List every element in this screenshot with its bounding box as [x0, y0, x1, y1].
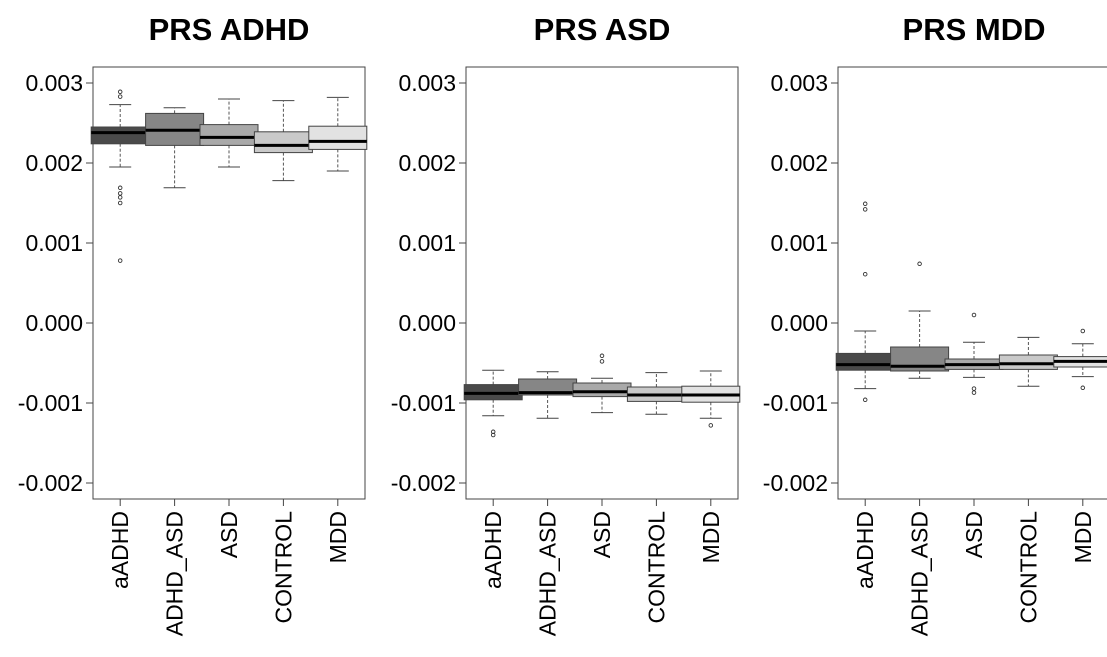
outlier-point [117, 195, 123, 200]
x-category-label: MDD [325, 511, 351, 563]
y-tick-label: 0.001 [25, 230, 83, 256]
y-tick-label: 0.000 [770, 310, 828, 336]
y-tick-label: 0.003 [770, 70, 828, 96]
outlier-point [971, 386, 977, 391]
box-control [998, 336, 1058, 387]
y-tick-label: 0.003 [398, 70, 456, 96]
panel-1: PRS ASD 0.003 0.002 0.001 0.000 -0.001 -0.002 a… [391, 12, 741, 636]
x-category-label: aADHD [480, 511, 506, 589]
x-category-label: ADHD_ASD [162, 511, 188, 636]
panel-title: PRS MDD [903, 12, 1046, 47]
outlier-point [599, 353, 605, 359]
outlier-point [862, 271, 868, 277]
box-aadhd [835, 201, 895, 403]
x-category-label: ADHD_ASD [907, 511, 933, 636]
box-adhd-asd [890, 261, 950, 379]
x-category-label: ADHD_ASD [535, 511, 561, 636]
y-tick-label: 0.001 [398, 230, 456, 256]
box-adhd-asd [145, 107, 205, 189]
y-tick-label: 0.002 [398, 150, 456, 176]
outlier-point [862, 207, 868, 212]
box [572, 382, 632, 398]
outlier-point [708, 423, 714, 428]
y-tick-label: 0.000 [398, 310, 456, 336]
x-category-label: CONTROL [1015, 511, 1041, 624]
box [253, 131, 313, 154]
x-category-label: aADHD [107, 511, 133, 589]
y-tick-label: -0.002 [391, 470, 456, 496]
x-category-label: MDD [1070, 511, 1096, 563]
y-tick-label: -0.002 [763, 470, 828, 496]
box-asd [199, 98, 259, 168]
box-control [626, 372, 686, 415]
outlier-point [117, 89, 123, 95]
box-mdd [308, 96, 368, 172]
outlier-point [117, 191, 123, 196]
box-asd [944, 312, 1004, 395]
outlier-point [1080, 328, 1086, 334]
box [308, 125, 368, 150]
y-tick-label: 0.000 [25, 310, 83, 336]
outlier-point [117, 258, 123, 263]
y-tick-label: -0.001 [391, 390, 456, 416]
box-mdd [1053, 328, 1107, 391]
box [90, 126, 150, 145]
outlier-point [490, 432, 496, 438]
box-adhd-asd [518, 371, 578, 419]
plot-frame [837, 66, 1107, 500]
outlier-point [117, 185, 123, 191]
box-asd [572, 353, 632, 414]
box-control [253, 100, 313, 182]
x-category-label: aADHD [852, 511, 878, 589]
outlier-point [1080, 385, 1086, 391]
box [835, 352, 895, 371]
x-category-label: ASD [589, 511, 615, 558]
box-aadhd [463, 369, 523, 438]
panel-2: PRS MDD 0.003 0.002 0.001 0.000 -0.001 -0.002 a… [763, 12, 1107, 636]
y-tick-label: 0.003 [25, 70, 83, 96]
box-mdd [681, 370, 741, 428]
box-aadhd [90, 89, 150, 263]
y-tick-label: -0.001 [763, 390, 828, 416]
y-tick-label: 0.002 [25, 150, 83, 176]
y-tick-label: -0.001 [18, 390, 83, 416]
panel-title: PRS ADHD [149, 12, 310, 47]
outlier-point [117, 94, 123, 99]
x-category-label: MDD [698, 511, 724, 563]
x-category-label: CONTROL [270, 511, 296, 624]
outlier-point [862, 397, 868, 403]
outlier-point [971, 390, 977, 395]
outlier-point [599, 359, 605, 364]
box [199, 124, 259, 146]
outlier-point [971, 312, 977, 318]
outlier-point [917, 261, 922, 267]
plot-frame [465, 66, 739, 500]
y-tick-label: 0.002 [770, 150, 828, 176]
x-category-label: CONTROL [643, 511, 669, 624]
y-tick-label: -0.002 [18, 470, 83, 496]
outlier-point [117, 200, 123, 206]
y-tick-label: 0.001 [770, 230, 828, 256]
panel-0: PRS ADHD 0.003 0.002 0.001 0.000 -0.001 -0.002… [18, 12, 368, 636]
x-category-label: ASD [216, 511, 242, 558]
panel-title: PRS ASD [534, 12, 671, 47]
outlier-point [862, 201, 868, 207]
x-category-label: ASD [961, 511, 987, 558]
box [998, 354, 1058, 370]
